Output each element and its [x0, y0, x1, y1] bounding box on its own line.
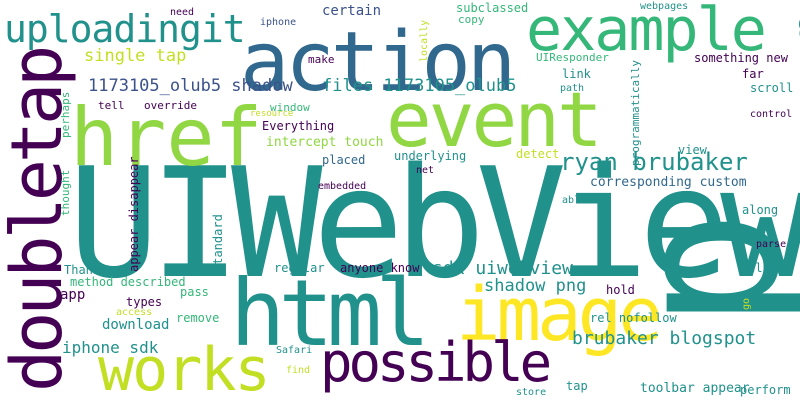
word-resource: resource [250, 109, 294, 119]
word-href: href [70, 91, 263, 184]
word-far: far [742, 67, 764, 81]
word-1173105-shadow: 1173105_olub5 shadow [88, 76, 293, 96]
word-thanks: Thanks [64, 263, 108, 277]
word-link: link [562, 67, 591, 81]
word-make: make [308, 53, 335, 66]
word-placed: placed [322, 153, 366, 167]
word-go: go [741, 297, 752, 310]
word-brubaker-blogspot: brubaker blogspot [572, 328, 757, 349]
word-uiresponder: UIResponder [536, 51, 609, 64]
word-view: view [678, 143, 707, 157]
word-access: access [116, 307, 153, 318]
word-copy: copy [458, 13, 485, 26]
word-subclassed: subclassed [456, 1, 529, 15]
word-shadow-png: shadow png [484, 276, 587, 296]
word-perform: perform [740, 383, 791, 397]
word-store: store [516, 387, 547, 398]
word-control: control [750, 109, 793, 120]
word-net: net [416, 165, 435, 176]
word-embedded: embedded [318, 181, 367, 192]
word-find: find [286, 365, 311, 376]
word-detect: detect [516, 147, 560, 161]
word-appear-disappear: appear disappear [127, 156, 141, 272]
word-iphone-sdk: iphone sdk [62, 338, 159, 357]
word-corresponding-custom: corresponding custom [590, 175, 747, 190]
word-along: along [742, 203, 779, 217]
word-safari: Safari [276, 345, 313, 356]
word-everything: Everything [262, 119, 335, 133]
word-example: example [526, 0, 767, 65]
word-something-new: something new [694, 51, 788, 65]
word-need: need [170, 7, 195, 18]
word-clues: clues [748, 261, 785, 275]
word-html: html [230, 260, 431, 367]
word-override: override [144, 99, 197, 112]
word-remove: remove [176, 311, 220, 325]
word-toolbar-appear: toolbar appear [640, 381, 750, 396]
word-programmatically: programmatically [629, 60, 642, 166]
word-image: image [456, 272, 663, 358]
word-underlying: underlying [394, 149, 467, 163]
word-hold: hold [606, 283, 635, 297]
word-types: types [126, 295, 163, 309]
word-uploadingit: uploadingit [4, 7, 246, 51]
word-sdk-uiwebview: sdk uiwebview [432, 258, 573, 279]
word-regular: regular [274, 261, 325, 275]
word-p-top: p [782, 11, 800, 40]
word-locally: locally [419, 19, 430, 62]
word-possible: possible [320, 331, 552, 394]
word-scroll: scroll [750, 81, 794, 95]
word-action: action [240, 15, 516, 110]
word-tell: tell [98, 99, 125, 112]
word-webpages: webpages [640, 1, 689, 12]
word-uiwebview: UIWebView [68, 135, 800, 312]
word-pass: pass [180, 285, 209, 299]
word-tap: tap [566, 379, 588, 393]
word-iphone: iphone [260, 17, 297, 28]
word-window: window [270, 101, 310, 114]
word-certain: certain [322, 3, 382, 19]
word-able: able [562, 195, 587, 206]
word-single-tap: single tap [84, 46, 187, 66]
word-download: download [102, 317, 170, 333]
word-ryan-brubaker: ryan brubaker [560, 148, 748, 176]
word-parse: parse [756, 239, 787, 250]
word-method-described: method described [70, 275, 186, 289]
word-event: event [386, 75, 603, 164]
word-perhaps: perhaps [59, 91, 72, 138]
word-app: app [60, 287, 86, 303]
word-works: works [98, 335, 271, 400]
word-thought: thought [59, 169, 72, 216]
word-standard: standard [211, 214, 225, 272]
word-intercept-touch: intercept touch [266, 135, 384, 150]
word-anyone-know: anyone know [340, 261, 420, 275]
word-rel-nofollow: rel nofollow [590, 311, 677, 325]
word-files-1173105: files 1173105_olub5 [322, 76, 517, 96]
word-path: path [560, 83, 585, 94]
